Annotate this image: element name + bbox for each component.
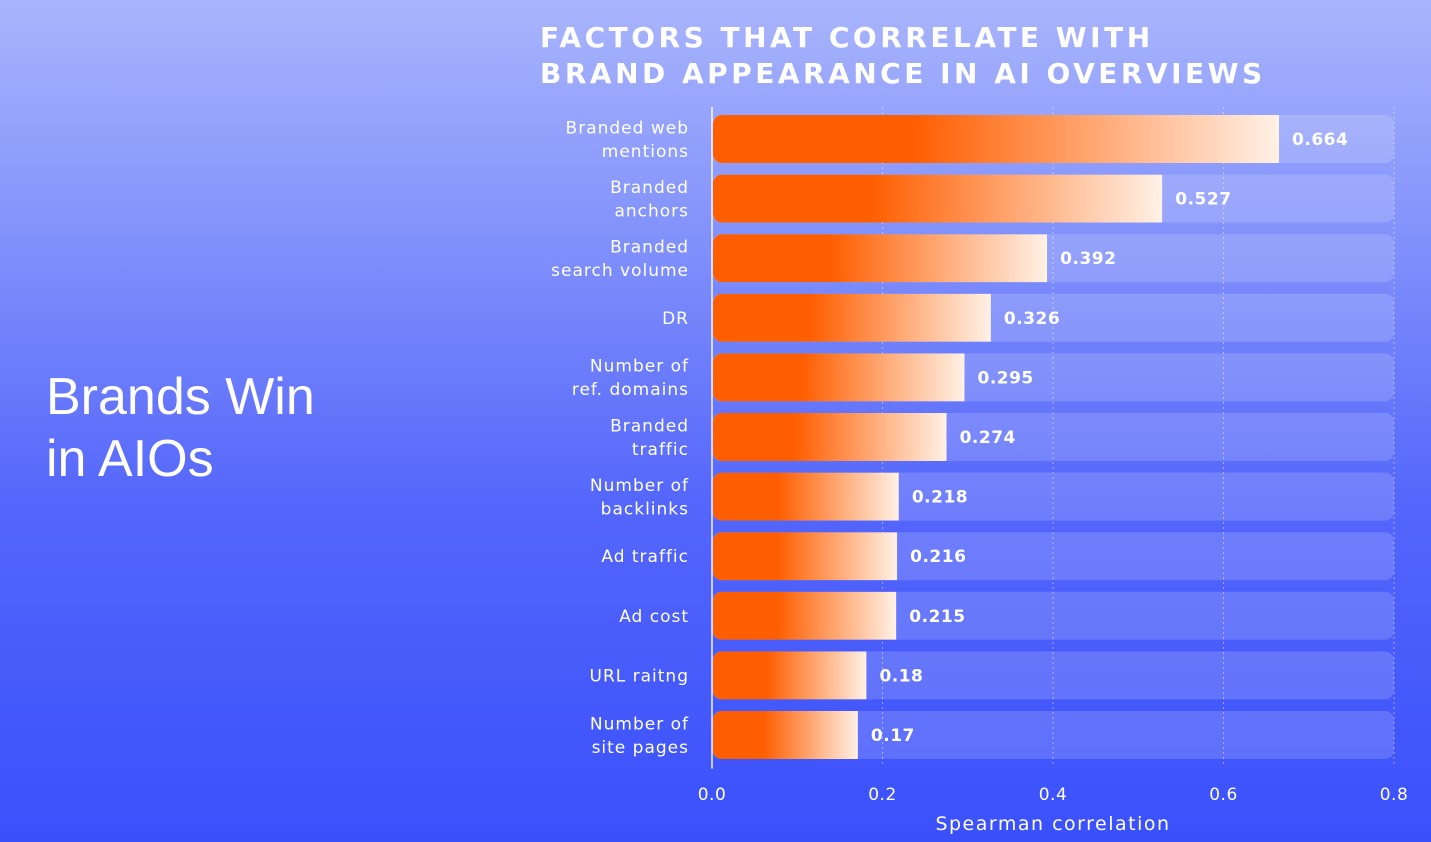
x-tick-label: 0.8 [1380, 785, 1409, 805]
category-label: Branded traffic [610, 416, 689, 460]
x-tick-label: 0.2 [868, 785, 897, 805]
category-label-line: DR [662, 309, 689, 329]
bar [713, 413, 947, 461]
category-label-line: Branded [610, 416, 689, 436]
value-label: 0.215 [909, 607, 965, 627]
category-label: Branded search volume [551, 237, 689, 281]
bar [713, 115, 1279, 163]
chart-title: FACTORS THAT CORRELATE WITH BRAND APPEAR… [540, 20, 1266, 92]
category-label-line: site pages [592, 738, 689, 758]
value-label: 0.326 [1004, 309, 1060, 329]
category-label-line: Ad cost [619, 607, 689, 627]
category-label-line: Number of [590, 714, 689, 734]
hero-line-2: in AIOs [46, 430, 214, 488]
chart-title-line-1: FACTORS THAT CORRELATE WITH [540, 21, 1154, 54]
bar-track [712, 711, 1394, 759]
category-label: DR [662, 309, 689, 329]
value-label: 0.216 [910, 547, 966, 567]
bar [713, 473, 899, 521]
category-label: Ad cost [619, 607, 689, 627]
category-label-line: Branded web [566, 118, 689, 138]
value-label: 0.295 [977, 368, 1033, 388]
category-label-line: Branded [610, 237, 689, 257]
x-axis-title: Spearman correlation [935, 813, 1170, 835]
bar-track [712, 651, 1394, 700]
value-label: 0.274 [960, 428, 1016, 448]
category-label: Branded web mentions [566, 118, 689, 162]
category-label: Number of backlinks [590, 476, 689, 519]
bar [713, 175, 1162, 223]
category-label: Number of ref. domains [572, 357, 689, 401]
category-label-line: Number of [590, 476, 689, 496]
category-label-line: anchors [614, 201, 689, 221]
bar [713, 294, 991, 342]
category-label-line: mentions [602, 142, 689, 162]
category-label: Branded anchors [610, 178, 689, 222]
category-label: URL raitng [590, 666, 690, 686]
category-label-line: ref. domains [572, 380, 689, 400]
category-label-line: Ad traffic [601, 547, 689, 567]
category-label-line: traffic [632, 440, 689, 460]
value-label: 0.392 [1060, 249, 1116, 269]
hero-line-1: Brands Win [46, 368, 315, 426]
category-label: Ad traffic [601, 547, 689, 567]
hero-heading: Brands Win in AIOs [46, 366, 315, 490]
bar [713, 353, 964, 401]
category-label: Number of site pages [590, 714, 689, 758]
value-label: 0.17 [871, 726, 915, 746]
bar [713, 651, 866, 699]
bar [713, 592, 896, 640]
x-tick-label: 0.6 [1209, 785, 1238, 805]
value-label: 0.664 [1292, 130, 1348, 150]
value-label: 0.527 [1175, 190, 1231, 210]
x-tick-label: 0.0 [698, 785, 727, 805]
category-label-line: Branded [610, 178, 689, 198]
bar [713, 532, 897, 580]
value-label: 0.18 [879, 666, 923, 686]
value-label: 0.218 [912, 488, 968, 508]
bar [713, 234, 1047, 282]
bar [713, 711, 858, 759]
category-label-line: search volume [551, 261, 689, 281]
category-label-line: Number of [590, 357, 689, 377]
category-label-line: URL raitng [590, 666, 690, 686]
category-label-line: backlinks [601, 499, 689, 519]
chart-title-line-2: BRAND APPEARANCE IN AI OVERVIEWS [540, 57, 1266, 90]
x-tick-label: 0.4 [1039, 785, 1068, 805]
